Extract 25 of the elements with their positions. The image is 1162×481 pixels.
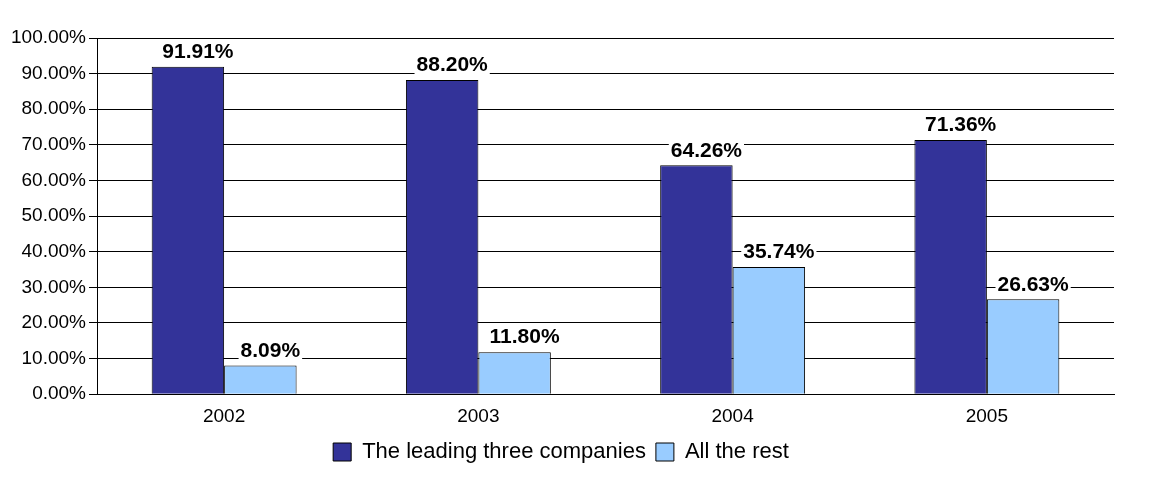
y-tick-label: 90.00%	[21, 61, 87, 83]
y-tick-label: 30.00%	[21, 275, 87, 297]
x-tick-label: 2005	[965, 404, 1009, 426]
y-tick-label: 10.00%	[21, 346, 87, 368]
y-tick-label: 40.00%	[21, 239, 87, 261]
x-tick-label: 2003	[457, 404, 500, 426]
data-label: 64.26%	[670, 137, 743, 161]
y-tick-label: 70.00%	[21, 133, 87, 155]
data-label: 11.80%	[489, 324, 560, 348]
x-tick-label: 2002	[202, 404, 246, 426]
x-tick-label: 2004	[711, 404, 755, 426]
y-tick-label: 100.00%	[10, 26, 87, 48]
legend-label: The leading three companies	[362, 438, 646, 464]
y-tick-label: 20.00%	[21, 311, 87, 333]
y-tick-label: 80.00%	[21, 97, 87, 119]
data-label: 91.91%	[162, 39, 234, 63]
y-tick-label: 60.00%	[21, 168, 87, 190]
y-tick-label: 0.00%	[32, 382, 87, 404]
legend-label: All the rest	[684, 438, 789, 464]
data-label: 26.63%	[997, 271, 1070, 295]
data-label: 88.20%	[416, 52, 489, 76]
data-label: 35.74%	[743, 239, 815, 263]
y-tick-label: 50.00%	[21, 204, 87, 226]
data-label: 8.09%	[240, 337, 301, 361]
data-label: 71.36%	[925, 112, 997, 136]
